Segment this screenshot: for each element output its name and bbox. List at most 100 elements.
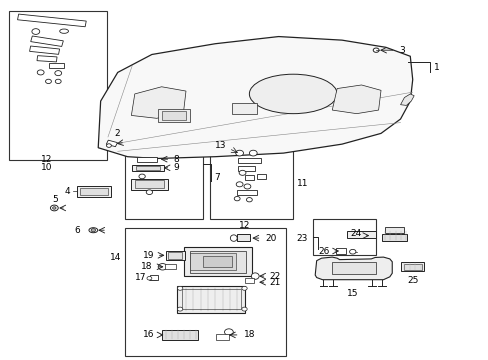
Text: 25: 25	[406, 276, 418, 285]
Bar	[49, 63, 64, 68]
Ellipse shape	[235, 150, 243, 156]
Text: 16: 16	[143, 330, 155, 339]
Ellipse shape	[251, 273, 259, 279]
Bar	[182, 289, 240, 310]
Bar	[189, 251, 245, 273]
Bar	[125, 228, 285, 356]
Bar	[161, 111, 185, 120]
Ellipse shape	[106, 144, 111, 147]
Polygon shape	[331, 85, 380, 114]
Bar	[30, 46, 60, 54]
Bar	[183, 247, 251, 276]
Text: 18: 18	[243, 330, 255, 339]
Ellipse shape	[89, 228, 98, 233]
Bar	[150, 275, 158, 280]
Text: 5: 5	[52, 195, 58, 204]
Bar	[158, 109, 189, 122]
Bar	[125, 151, 203, 220]
Polygon shape	[400, 94, 413, 105]
Bar	[244, 175, 253, 180]
Bar	[382, 234, 406, 240]
Text: 9: 9	[173, 163, 179, 172]
Text: 11: 11	[297, 179, 308, 188]
Bar	[137, 157, 157, 162]
Ellipse shape	[239, 170, 245, 175]
Text: 15: 15	[346, 289, 358, 298]
Text: 23: 23	[296, 234, 307, 243]
Bar	[385, 227, 403, 233]
Polygon shape	[315, 257, 391, 280]
Ellipse shape	[249, 150, 257, 156]
Ellipse shape	[50, 205, 58, 211]
Text: 3: 3	[399, 46, 405, 55]
Bar	[312, 220, 375, 255]
Bar	[132, 165, 163, 171]
Polygon shape	[98, 37, 412, 158]
Ellipse shape	[60, 29, 68, 33]
Bar	[232, 103, 256, 114]
Text: 18: 18	[141, 262, 153, 271]
Text: 13: 13	[215, 141, 226, 150]
Ellipse shape	[372, 48, 378, 52]
Text: 4: 4	[64, 187, 70, 196]
Bar	[18, 14, 86, 27]
Bar	[237, 234, 249, 240]
Text: 14: 14	[110, 253, 122, 262]
Text: 6: 6	[74, 226, 80, 235]
Ellipse shape	[242, 307, 246, 311]
Bar	[9, 12, 107, 160]
Bar	[136, 166, 160, 170]
Ellipse shape	[55, 71, 61, 76]
Bar	[189, 253, 236, 270]
Bar	[168, 252, 182, 258]
Polygon shape	[131, 87, 185, 118]
Ellipse shape	[53, 207, 56, 209]
Ellipse shape	[32, 29, 40, 35]
Bar	[237, 190, 256, 195]
Bar	[162, 330, 198, 340]
Bar	[256, 174, 266, 179]
Ellipse shape	[224, 329, 233, 335]
Ellipse shape	[177, 307, 183, 311]
Text: 26: 26	[317, 247, 329, 256]
Bar	[37, 56, 57, 62]
Bar	[80, 188, 108, 195]
Bar	[216, 334, 228, 340]
Ellipse shape	[55, 79, 61, 84]
Text: 24: 24	[349, 229, 361, 238]
Ellipse shape	[236, 182, 243, 187]
Ellipse shape	[242, 286, 246, 290]
Ellipse shape	[246, 198, 252, 202]
Bar	[177, 285, 245, 312]
Bar	[203, 256, 232, 267]
Ellipse shape	[244, 184, 250, 189]
Ellipse shape	[230, 235, 237, 241]
Ellipse shape	[177, 286, 183, 290]
Ellipse shape	[147, 276, 152, 280]
Ellipse shape	[249, 74, 336, 114]
Ellipse shape	[146, 190, 152, 194]
Ellipse shape	[45, 79, 51, 84]
Text: 8: 8	[173, 155, 179, 164]
Bar	[346, 231, 375, 238]
Text: 19: 19	[142, 251, 154, 260]
Ellipse shape	[234, 197, 240, 201]
Bar	[400, 262, 424, 271]
Bar	[237, 158, 261, 163]
Text: 2: 2	[114, 129, 119, 138]
Bar	[403, 264, 421, 270]
Ellipse shape	[139, 174, 145, 179]
Ellipse shape	[349, 249, 355, 254]
Text: 12: 12	[41, 155, 53, 164]
Bar	[244, 278, 253, 283]
Bar	[135, 180, 163, 188]
Bar	[210, 142, 293, 220]
Bar	[335, 248, 346, 253]
Bar	[331, 262, 375, 274]
Bar	[31, 36, 63, 46]
Text: 21: 21	[269, 278, 281, 287]
Text: 1: 1	[433, 63, 439, 72]
Bar	[106, 140, 117, 147]
Bar	[77, 186, 111, 197]
Ellipse shape	[91, 229, 95, 232]
